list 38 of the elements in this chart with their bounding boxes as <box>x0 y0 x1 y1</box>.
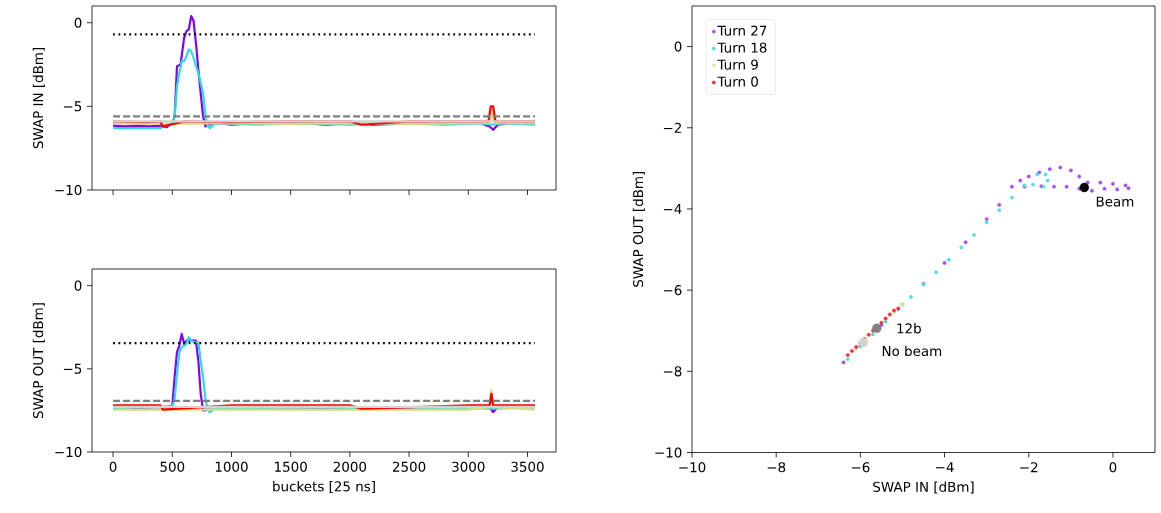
x-tick-label: 3000 <box>452 461 485 472</box>
x-tick-label: 500 <box>160 461 185 472</box>
y-tick-label: −10 <box>655 447 682 458</box>
y-tick-label: −4 <box>663 204 682 214</box>
x-tick-label: −10 <box>679 462 706 473</box>
y-tick-label: 0 <box>74 17 82 28</box>
y-tick-label: −10 <box>55 184 82 196</box>
x-tick-label: 0 <box>1109 462 1117 473</box>
y-tick-label: −5 <box>63 101 82 112</box>
y-tick-label: −10 <box>55 446 82 458</box>
x-axis-title: SWAP IN [dBm] <box>873 481 974 494</box>
y-tick-label: 0 <box>674 41 682 52</box>
legend-label: Turn 18 <box>717 42 767 53</box>
legend-label: Turn 27 <box>717 25 767 36</box>
x-tick-label: 2000 <box>333 461 367 472</box>
x-tick-label: −2 <box>1020 462 1038 473</box>
legend-label: Turn 9 <box>717 59 758 70</box>
x-tick-label: 2500 <box>392 461 426 472</box>
x-tick-label: 3500 <box>511 461 544 472</box>
y-tick-label: −5 <box>63 363 82 374</box>
annotation: Beam <box>1096 196 1134 207</box>
y-tick-label: 0 <box>74 280 82 291</box>
legend-label: Turn 0 <box>717 76 758 87</box>
x-tick-label: −8 <box>767 462 786 473</box>
x-axis-title: buckets [25 ns] <box>273 481 375 494</box>
annotation: No beam <box>882 345 942 357</box>
y-axis-title: SWAP IN [dBm] <box>32 47 45 149</box>
x-tick-label: 1500 <box>275 461 307 472</box>
y-axis-title: SWAP OUT [dBm] <box>32 303 45 419</box>
annotation: 12b <box>897 323 921 334</box>
x-tick-label: −6 <box>851 462 870 473</box>
y-tick-label: −2 <box>663 122 681 133</box>
y-tick-label: −6 <box>663 285 682 296</box>
x-tick-label: 1000 <box>215 461 248 472</box>
x-tick-label: −4 <box>936 462 954 472</box>
y-tick-label: −8 <box>663 366 682 377</box>
y-axis-title: SWAP OUT [dBm] <box>632 171 645 287</box>
x-tick-label: 0 <box>109 461 117 472</box>
